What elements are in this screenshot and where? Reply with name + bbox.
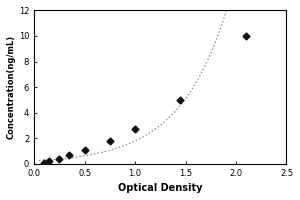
Y-axis label: Concentration(ng/mL): Concentration(ng/mL) (7, 35, 16, 139)
X-axis label: Optical Density: Optical Density (118, 183, 202, 193)
